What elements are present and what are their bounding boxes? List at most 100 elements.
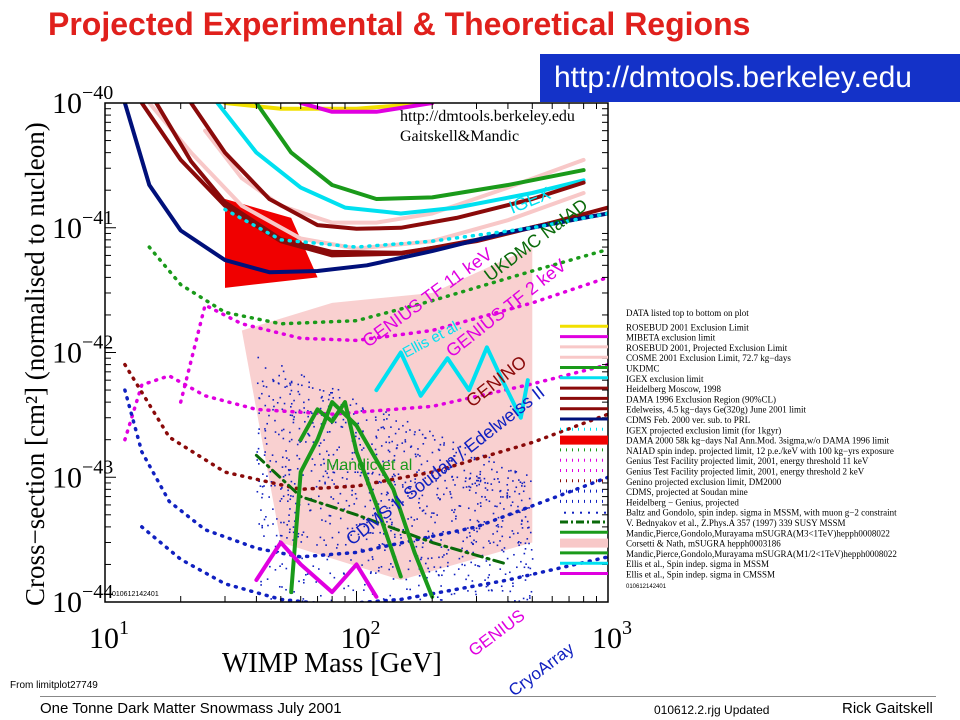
scatter-point [448,464,451,466]
scatter-point [464,480,467,483]
scatter-point [492,541,495,544]
scatter-point [428,535,430,538]
scatter-point [326,450,328,453]
scatter-point [377,503,380,505]
scatter-point [379,531,381,534]
scatter-point [413,433,416,436]
scatter-point [526,538,529,540]
scatter-point [413,519,416,521]
scatter-point [305,573,307,576]
scatter-point [329,391,332,394]
scatter-point [500,496,502,498]
scatter-point [496,544,499,547]
scatter-point [473,458,476,461]
legend-entry: MIBETA exclusion limit [626,333,716,343]
scatter-point [310,470,313,472]
legend-title: DATA listed top to bottom on plot [626,308,749,318]
scatter-point [418,574,421,577]
scatter-point [399,544,401,547]
scatter-point [507,477,509,479]
scatter-point [504,573,507,576]
scatter-point [328,514,331,517]
scatter-point [441,556,444,558]
scatter-point [368,491,371,494]
scatter-point [369,499,372,502]
series-v-bednyakov-et-al-z-phys-a-357-1997-339- [254,453,510,566]
scatter-point [451,520,453,522]
scatter-point [262,385,265,387]
scatter-point [509,590,512,593]
scatter-point [526,507,529,509]
scatter-point [411,492,413,495]
x-tick-label: 103 [592,617,632,655]
scatter-point [490,483,493,485]
scatter-point [388,436,390,438]
scatter-point [418,429,421,431]
scatter-point [524,516,527,518]
scatter-point [281,466,284,468]
scatter-point [449,466,452,469]
scatter-point [345,499,348,502]
scatter-point [420,558,422,561]
scatter-point [320,396,323,399]
scatter-point [443,554,445,556]
scatter-point [465,477,467,479]
legend-entry: Genius Test Facility projected limit, 20… [626,456,869,466]
scatter-point [394,474,396,477]
scatter-point [338,396,341,399]
scatter-point [523,481,526,484]
scatter-point [525,474,528,476]
scatter-point [327,398,330,401]
scatter-point [272,380,275,383]
scatter-point [429,430,431,433]
scatter-point [454,484,456,486]
scatter-point [522,490,525,493]
scatter-point [344,543,347,546]
scatter-point [380,500,383,502]
scatter-point [388,507,391,509]
scatter-point [524,548,527,550]
scatter-point [372,514,374,517]
scatter-point [407,568,410,571]
scatter-point [271,454,274,456]
scatter-point [512,585,514,587]
scatter-point [375,419,377,421]
scatter-point [517,505,519,508]
scatter-point [453,592,456,595]
scatter-point [285,450,287,452]
y-tick-label: 10−40 [52,82,113,120]
scatter-point [354,471,357,474]
scatter-point [415,545,418,548]
scatter-point [348,504,351,507]
scatter-point [290,380,293,383]
scatter-point [371,443,373,445]
scatter-point [407,487,410,489]
scatter-point [275,460,277,463]
scatter-point [487,584,489,587]
scatter-point [298,458,301,460]
scatter-point [422,443,425,445]
scatter-point [401,484,404,486]
scatter-point [486,482,489,485]
scatter-point [353,503,356,505]
scatter-point [512,582,514,585]
scatter-point [332,498,335,500]
scatter-point [399,533,402,536]
scatter-point [478,565,481,568]
scatter-point [454,517,457,520]
scatter-point [276,518,278,520]
scatter-point [497,516,500,519]
scatter-point [281,563,284,565]
scatter-point [501,466,503,469]
scatter-point [477,564,479,567]
scatter-point [308,381,310,384]
url-banner[interactable]: http://dmtools.berkeley.edu [540,54,960,102]
scatter-point [502,550,505,553]
scatter-point [443,442,445,444]
scatter-point [521,574,524,577]
scatter-point [441,436,444,439]
series-mandic-pierce-gondolo-murayama-msugra-m3 [289,400,435,599]
scatter-point [357,422,360,425]
scatter-point [475,492,477,494]
scatter-point [264,429,267,432]
